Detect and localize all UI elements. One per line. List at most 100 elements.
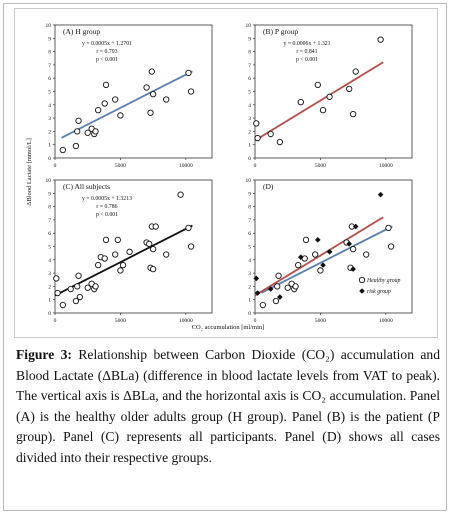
- data-point: [312, 251, 319, 258]
- chart-panel-3: 0 1 2 3 4 5 6 7 8 9 10 0 5000 10000 (C) All subjects y …: [46, 178, 213, 324]
- data-point: [114, 236, 121, 244]
- y-tick-label: 9: [248, 36, 251, 42]
- correlation-r: r = 0.793: [96, 49, 117, 55]
- data-point: [177, 191, 184, 198]
- data-point: [274, 283, 281, 290]
- x-tick-label: 0: [254, 163, 257, 169]
- y-tick-label: 6: [48, 231, 51, 237]
- data-point: [75, 117, 82, 124]
- data-point: [292, 283, 299, 290]
- figure-frame: [3, 3, 447, 511]
- x-tick-label: 5000: [115, 318, 126, 324]
- chart-panel-1: 0 1 2 3 4 5 6 7 8 9 10 0 5000 10000 (A) H group y = 0.0…: [46, 23, 213, 169]
- chart-panel-2: 0 1 2 3 4 5 6 7 8 9 10 0 5000 10000 (B) P group y = 0.0…: [246, 23, 413, 169]
- data-point: [187, 88, 195, 95]
- data-point: [72, 142, 80, 150]
- data-point: [377, 191, 384, 198]
- y-tick-label: 10: [46, 178, 52, 184]
- regression-equation: y = 0.0005x + 1.2701: [82, 41, 132, 47]
- data-point: [346, 85, 353, 92]
- data-point: [352, 68, 359, 75]
- data-point: [92, 283, 99, 290]
- y-tick-label: 4: [248, 103, 251, 109]
- data-point: [149, 246, 157, 253]
- y-tick-label: 2: [48, 284, 51, 290]
- y-tick-label: 7: [248, 218, 251, 224]
- data-point: [95, 106, 102, 114]
- data-point: [92, 128, 99, 135]
- p-value: p < 0.001: [96, 57, 118, 63]
- data-point: [284, 284, 291, 291]
- y-tick-label: 0: [248, 311, 251, 317]
- x-tick-label: 0: [54, 318, 57, 324]
- data-point: [75, 272, 82, 279]
- y-tick-label: 8: [48, 50, 51, 56]
- data-point: [147, 109, 154, 116]
- data-point: [302, 236, 310, 244]
- data-point: [102, 81, 110, 89]
- x-tick-label: 5000: [315, 318, 326, 324]
- y-tick-label: 7: [48, 218, 51, 224]
- data-point: [112, 96, 119, 103]
- data-point: [53, 275, 60, 282]
- data-point: [297, 98, 304, 106]
- y-tick-label: 0: [48, 311, 51, 317]
- data-point: [163, 251, 170, 258]
- data-point: [315, 237, 321, 243]
- data-point: [74, 128, 81, 135]
- data-point: [84, 284, 91, 291]
- x-tick-label: 10000: [379, 163, 393, 169]
- y-tick-label: 8: [248, 50, 251, 56]
- p-value: p < 0.001: [96, 212, 118, 218]
- regression-line: [261, 225, 393, 294]
- data-point: [185, 69, 192, 77]
- data-point: [314, 81, 321, 89]
- y-tick-label: 5: [248, 90, 251, 96]
- y-tick-label: 9: [248, 191, 251, 197]
- y-tick-label: 10: [246, 23, 252, 29]
- correlation-r: r = 0.841: [296, 49, 317, 55]
- x-tick-label: 10000: [379, 318, 393, 324]
- y-tick-label: 6: [248, 231, 251, 237]
- data-point: [72, 297, 80, 305]
- panel-label: (A) H group: [63, 27, 100, 36]
- data-point: [59, 146, 66, 154]
- data-point: [95, 261, 102, 269]
- y-tick-label: 1: [48, 143, 51, 149]
- y-tick-label: 4: [48, 103, 51, 109]
- data-point: [363, 251, 370, 258]
- data-point: [349, 110, 357, 118]
- data-point: [267, 130, 274, 138]
- regression-line: [61, 70, 193, 139]
- data-point: [101, 100, 108, 107]
- data-point: [146, 240, 153, 247]
- data-point: [101, 255, 108, 262]
- y-tick-label: 2: [248, 284, 251, 290]
- data-point: [117, 267, 124, 274]
- data-point: [253, 120, 260, 127]
- data-point: [326, 93, 333, 100]
- data-point: [74, 283, 81, 290]
- legend-label: Healthy group: [366, 278, 401, 284]
- caption-text: Relationship between Carbon Dioxide (CO₂…: [16, 347, 440, 465]
- data-point: [317, 267, 324, 274]
- data-point: [67, 285, 74, 293]
- p-value: p < 0.001: [296, 57, 318, 63]
- x-tick-label: 5000: [315, 163, 326, 169]
- data-point: [319, 106, 327, 114]
- data-point: [185, 224, 192, 232]
- data-point: [295, 261, 302, 269]
- x-tick-label: 5000: [115, 163, 126, 169]
- regression-line: [254, 216, 384, 297]
- data-point: [187, 243, 195, 250]
- y-tick-label: 4: [48, 258, 51, 264]
- panel-label: (D): [263, 182, 274, 191]
- data-point: [59, 301, 66, 309]
- y-tick-label: 3: [248, 116, 251, 122]
- y-tick-label: 1: [248, 143, 251, 149]
- data-point: [352, 223, 359, 230]
- y-axis-label: ΔBlood Lactate [mmol/L]: [26, 138, 33, 206]
- data-point: [76, 293, 84, 301]
- data-point: [320, 262, 326, 268]
- y-tick-label: 8: [248, 205, 251, 211]
